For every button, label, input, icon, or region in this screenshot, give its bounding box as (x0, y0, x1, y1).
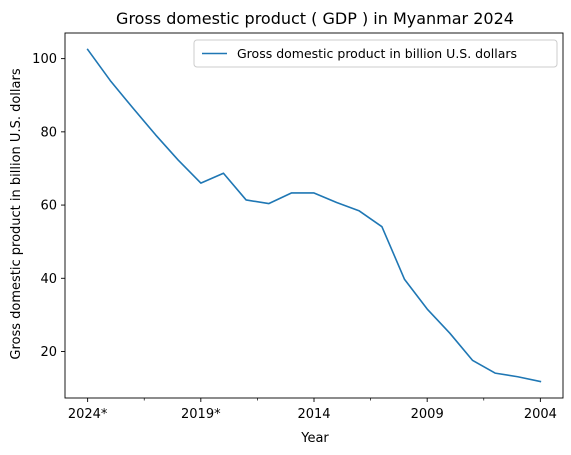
y-tick-label: 80 (40, 125, 57, 140)
y-tick-label: 40 (40, 272, 57, 287)
y-tick-label: 60 (40, 199, 57, 214)
x-axis-label: Year (300, 431, 329, 446)
x-tick-label: 2014 (297, 407, 330, 422)
x-tick-label: 2009 (411, 407, 444, 422)
series-line-0 (86, 48, 542, 383)
y-tick-label: 100 (32, 52, 57, 67)
legend: Gross domestic product in billion U.S. d… (193, 39, 558, 68)
x-tick-label: 2004 (524, 407, 557, 422)
axes-frame (64, 32, 564, 399)
chart-title: Gross domestic product ( GDP ) in Myanma… (116, 9, 514, 28)
y-axis-label: Gross domestic product in billion U.S. d… (9, 68, 24, 359)
legend-box (193, 39, 558, 68)
y-tick-label: 20 (40, 345, 57, 360)
x-tick-label: 2019* (181, 407, 221, 422)
plot-area: 20 40 60 80 100 2024* 2019* 2014 2009 2004 Gross d… (32, 32, 564, 422)
legend-label: Gross domestic product in billion U.S. d… (237, 46, 517, 61)
x-tick-label: 2024* (68, 407, 108, 422)
